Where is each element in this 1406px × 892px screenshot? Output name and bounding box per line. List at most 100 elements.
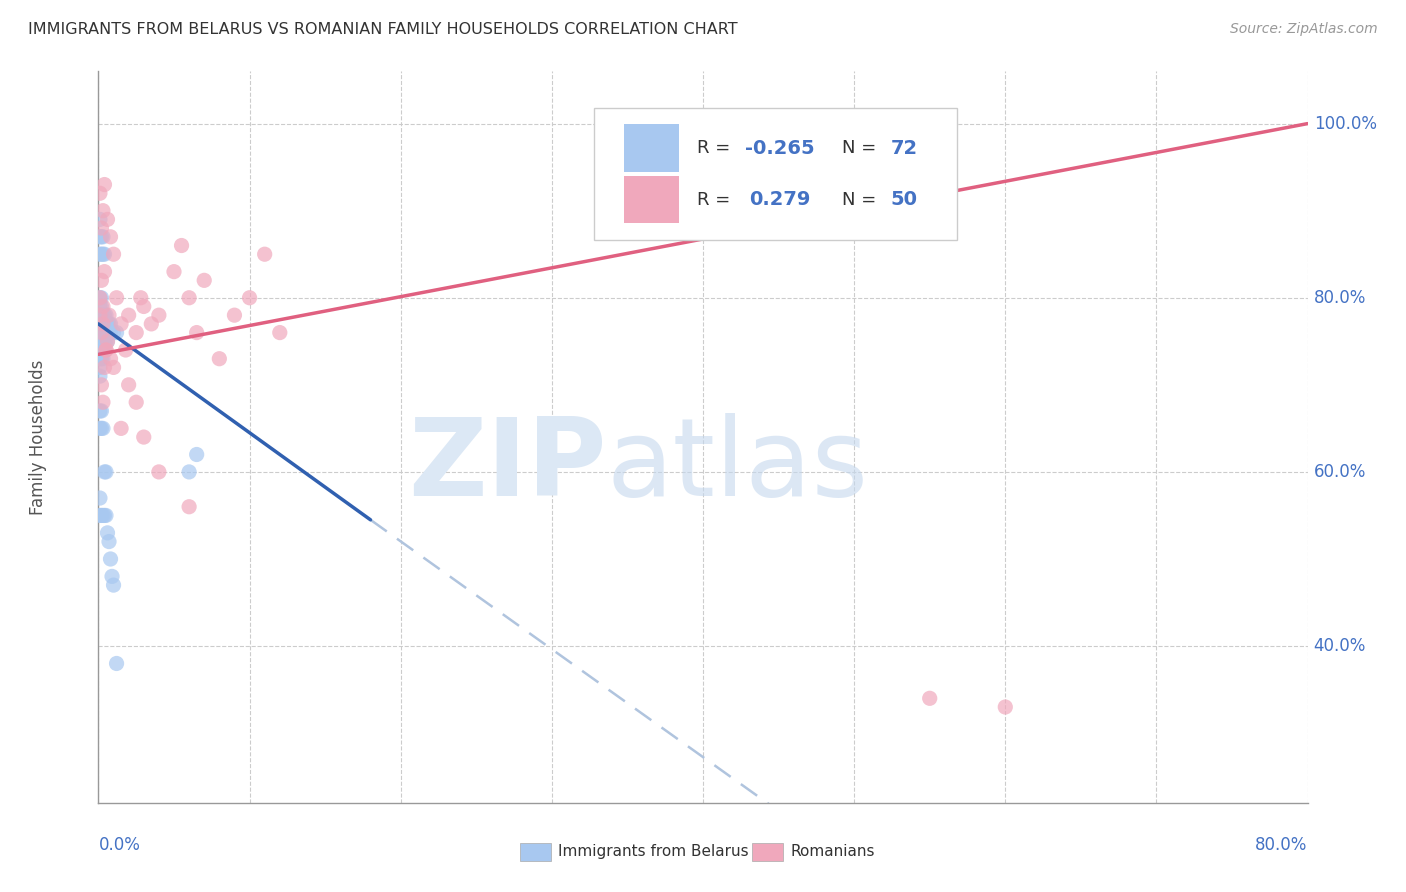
- Point: [90, 273, 112, 287]
- Point: [105, 291, 128, 305]
- Point: [114, 343, 136, 357]
- Point: [103, 578, 125, 592]
- Point: [96, 334, 118, 349]
- Point: [125, 395, 148, 409]
- Point: [101, 569, 124, 583]
- Point: [177, 465, 201, 479]
- Point: [89, 308, 111, 322]
- Point: [90, 291, 112, 305]
- Point: [89, 229, 111, 244]
- Point: [208, 351, 231, 366]
- Point: [105, 657, 128, 671]
- Point: [253, 247, 276, 261]
- Point: [98, 308, 121, 322]
- Point: [98, 326, 121, 340]
- Point: [93, 178, 115, 192]
- Point: [141, 317, 163, 331]
- Point: [91, 421, 114, 435]
- Bar: [624, 124, 679, 172]
- Point: [90, 351, 112, 366]
- Point: [90, 343, 112, 357]
- Point: [94, 465, 117, 479]
- Text: R =: R =: [697, 139, 735, 157]
- Point: [91, 203, 114, 218]
- Point: [93, 343, 115, 357]
- Text: 50: 50: [890, 190, 918, 209]
- Point: [91, 326, 114, 340]
- Text: IMMIGRANTS FROM BELARUS VS ROMANIAN FAMILY HOUSEHOLDS CORRELATION CHART: IMMIGRANTS FROM BELARUS VS ROMANIAN FAMI…: [28, 22, 738, 37]
- Text: 100.0%: 100.0%: [1313, 114, 1376, 133]
- Point: [91, 300, 114, 314]
- Point: [90, 377, 112, 392]
- Point: [129, 291, 152, 305]
- Point: [90, 229, 112, 244]
- Text: N =: N =: [842, 191, 882, 209]
- Point: [91, 343, 114, 357]
- Point: [163, 265, 186, 279]
- Point: [96, 212, 118, 227]
- Point: [100, 229, 122, 244]
- Point: [93, 247, 115, 261]
- Point: [89, 369, 111, 384]
- Point: [91, 308, 114, 322]
- Point: [132, 430, 155, 444]
- Text: atlas: atlas: [606, 413, 869, 519]
- Point: [89, 212, 111, 227]
- Point: [177, 500, 201, 514]
- Point: [90, 508, 112, 523]
- Text: 0.279: 0.279: [749, 190, 810, 209]
- Point: [89, 326, 111, 340]
- Text: Family Households: Family Households: [30, 359, 46, 515]
- Point: [94, 317, 117, 331]
- Point: [100, 317, 122, 331]
- Point: [89, 308, 111, 322]
- Point: [125, 326, 148, 340]
- Point: [89, 508, 111, 523]
- Point: [94, 334, 117, 349]
- Point: [193, 273, 215, 287]
- Text: R =: R =: [697, 191, 735, 209]
- Point: [94, 343, 117, 357]
- Point: [89, 317, 111, 331]
- Point: [91, 317, 114, 331]
- Text: ZIP: ZIP: [408, 413, 606, 519]
- Point: [100, 326, 122, 340]
- Point: [90, 247, 112, 261]
- Point: [118, 308, 141, 322]
- Point: [110, 421, 132, 435]
- Point: [269, 326, 291, 340]
- Point: [918, 691, 941, 706]
- Point: [148, 465, 170, 479]
- Point: [90, 300, 112, 314]
- Text: N =: N =: [842, 139, 882, 157]
- Text: 72: 72: [890, 138, 918, 158]
- Point: [89, 343, 111, 357]
- Point: [89, 334, 111, 349]
- Point: [105, 326, 128, 340]
- Point: [110, 317, 132, 331]
- Point: [177, 291, 201, 305]
- Point: [93, 508, 115, 523]
- Point: [91, 351, 114, 366]
- Point: [103, 326, 125, 340]
- Point: [89, 421, 111, 435]
- Point: [96, 326, 118, 340]
- Point: [96, 525, 118, 540]
- Point: [93, 317, 115, 331]
- Point: [89, 360, 111, 375]
- Point: [96, 317, 118, 331]
- Point: [186, 326, 208, 340]
- Text: -0.265: -0.265: [745, 138, 815, 158]
- Point: [90, 404, 112, 418]
- Point: [148, 308, 170, 322]
- Point: [94, 343, 117, 357]
- Point: [93, 308, 115, 322]
- Point: [89, 186, 111, 201]
- Point: [89, 351, 111, 366]
- Point: [224, 308, 246, 322]
- Point: [91, 229, 114, 244]
- Point: [103, 360, 125, 375]
- Point: [103, 247, 125, 261]
- Point: [89, 491, 111, 505]
- Point: [100, 351, 122, 366]
